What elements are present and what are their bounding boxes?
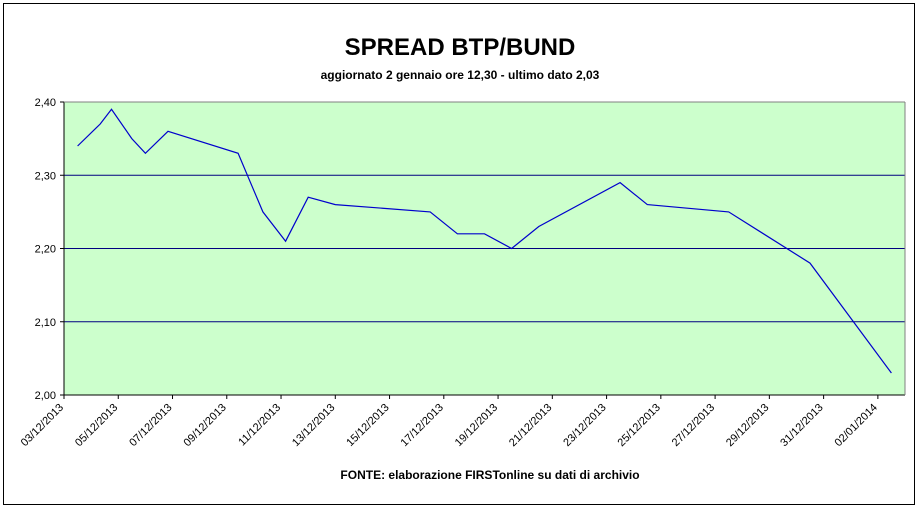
x-tick-label: 21/12/2013 <box>507 402 554 449</box>
chart-subtitle: aggiornato 2 gennaio ore 12,30 - ultimo … <box>320 68 600 82</box>
chart-title: SPREAD BTP/BUND <box>344 34 576 61</box>
x-tick-label: 15/12/2013 <box>344 402 391 449</box>
x-tick-label: 13/12/2013 <box>290 402 337 449</box>
series-lines <box>77 108 892 374</box>
x-tick-label: 03/12/2013 <box>19 402 66 449</box>
x-tick-label: 23/12/2013 <box>561 402 608 449</box>
x-tick-label: 17/12/2013 <box>399 402 446 449</box>
y-tick-label: 2,00 <box>35 390 56 402</box>
axes <box>60 101 906 399</box>
y-tick-label: 2,10 <box>35 317 56 329</box>
x-tick-label: 31/12/2013 <box>778 402 825 449</box>
x-tick-label: 19/12/2013 <box>453 402 500 449</box>
x-tick-label: 09/12/2013 <box>181 402 228 449</box>
x-tick-label: 02/01/2014 <box>833 402 880 449</box>
x-tick-label: 05/12/2013 <box>73 402 120 449</box>
x-tick-label: 07/12/2013 <box>127 402 174 449</box>
x-tick-label: 11/12/2013 <box>236 402 283 449</box>
x-tick-label: 27/12/2013 <box>670 402 717 449</box>
x-tick-labels: 03/12/2013 05/12/2013 07/12/2013 09/12/2013… <box>19 402 880 449</box>
x-tick-label: 29/12/2013 <box>724 402 771 449</box>
y-tick-label: 2,30 <box>35 170 56 182</box>
y-tick-label: 2,20 <box>35 244 56 256</box>
series-line <box>77 108 892 374</box>
x-tick-label: 25/12/2013 <box>616 402 663 449</box>
source-note: FONTE: elaborazione FIRSTonline su dati … <box>340 468 640 482</box>
y-tick-label: 2,40 <box>35 97 56 109</box>
y-tick-labels: 2,00 2,10 2,20 2,30 2,40 <box>35 97 56 402</box>
